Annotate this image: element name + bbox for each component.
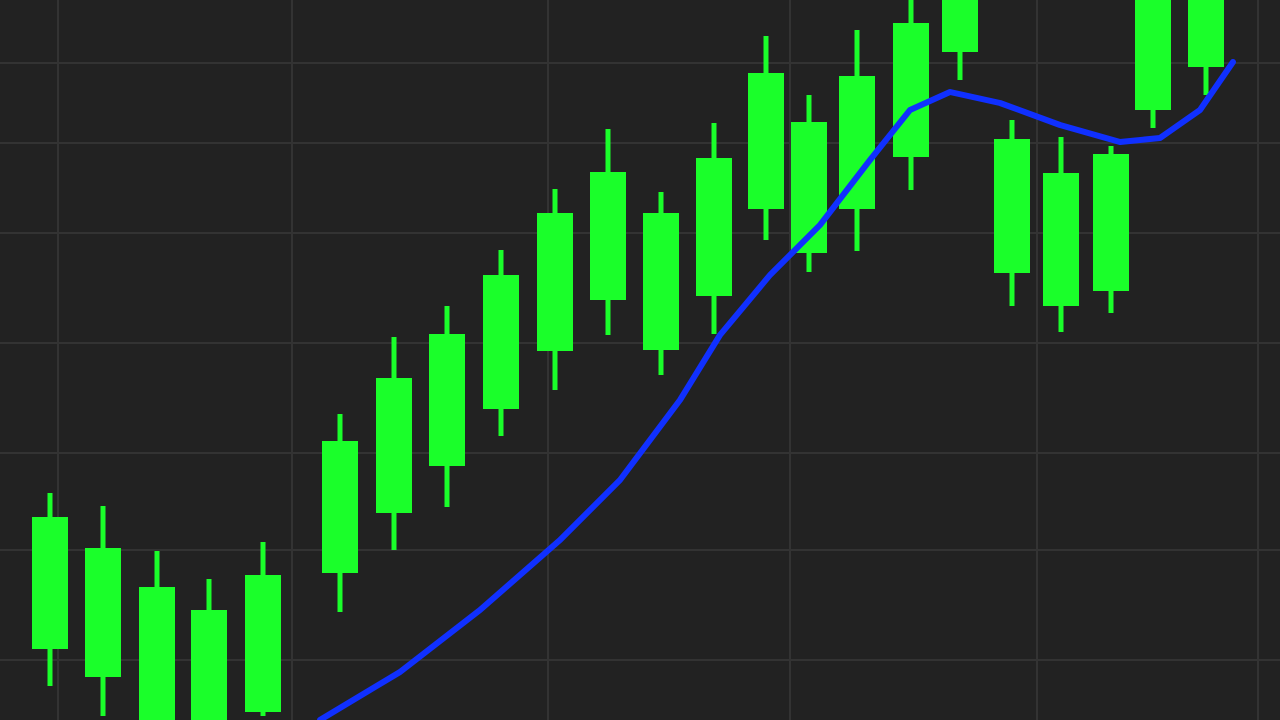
candle-body [139,587,175,720]
candle-body [85,548,121,677]
candle-body [1188,0,1224,67]
candle-body [483,275,519,409]
candle-body [245,575,281,712]
candle-body [376,378,412,513]
candle-body [1043,173,1079,306]
candle-body [748,73,784,209]
candle-body [942,0,978,52]
candle-body [696,158,732,296]
candle-body [1135,0,1171,110]
candle-body [643,213,679,350]
candle-body [429,334,465,466]
candle-body [994,139,1030,273]
candle-body [590,172,626,300]
candle-body [839,76,875,209]
moving-average-line [317,59,1236,720]
candle-body [191,610,227,720]
candle-body [322,441,358,573]
candle-body [893,23,929,157]
candle-body [1093,154,1129,291]
candle-body [32,517,68,649]
candle-body [791,122,827,253]
candle-body [537,213,573,351]
